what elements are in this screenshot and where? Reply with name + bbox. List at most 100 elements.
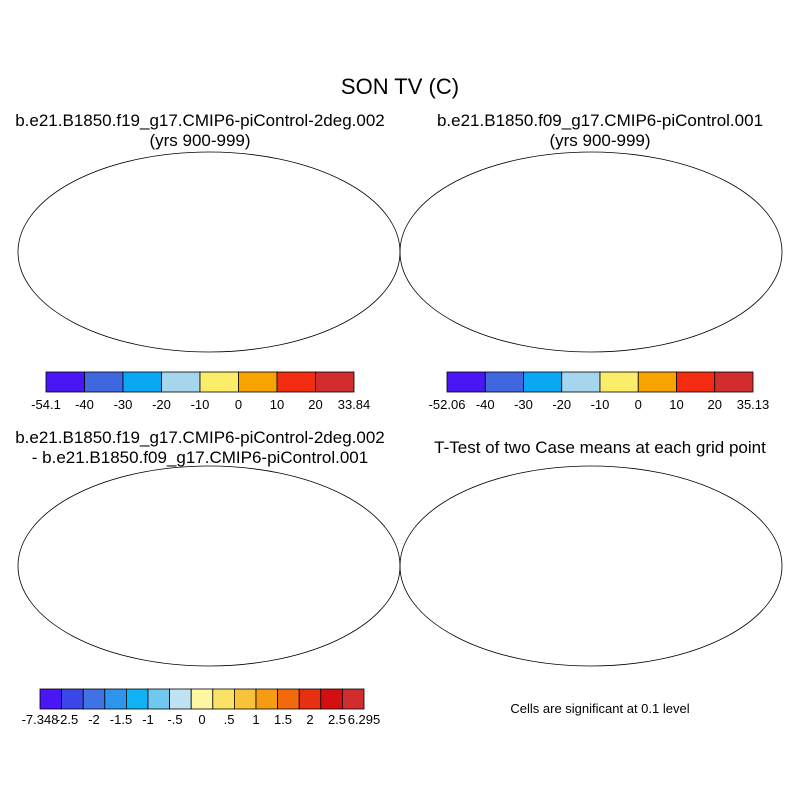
colorbar-label: 1 xyxy=(252,712,259,727)
temperature-band xyxy=(18,334,400,342)
colorbar-swatch xyxy=(190,688,214,710)
colorbar-swatch xyxy=(161,371,201,393)
temperature-band xyxy=(400,152,782,170)
globe-outline xyxy=(399,465,783,667)
colorbar-label: -40 xyxy=(476,397,495,412)
colorbar-label: -54.1 xyxy=(31,397,61,412)
colorbar-label: 2.5 xyxy=(328,712,346,727)
map-panel-difference xyxy=(17,465,401,667)
colorbar-swatch xyxy=(714,371,754,393)
colorbar-swatch xyxy=(446,371,486,393)
panel-title-line2: (yrs 900-999) xyxy=(149,130,251,150)
colorbar-swatch xyxy=(104,688,127,710)
colorbar-label: 2 xyxy=(306,712,313,727)
map-panel-ttest xyxy=(399,465,783,667)
colorbar-label: 20 xyxy=(708,397,722,412)
temperature-band xyxy=(400,170,782,184)
colorbar-swatch xyxy=(61,688,84,710)
colorbar-label: 0 xyxy=(235,397,242,412)
panel-title-case2: b.e21.B1850.f09_g17.CMIP6-piControl.001 … xyxy=(400,111,800,150)
colorbar-swatch xyxy=(82,688,106,710)
temperature-band xyxy=(18,342,400,352)
panel-title-difference: b.e21.B1850.f19_g17.CMIP6-piControl-2deg… xyxy=(0,428,400,467)
colorbar-label: 33.84 xyxy=(338,397,371,412)
colorbar-label: 20 xyxy=(308,397,322,412)
colorbar-swatch xyxy=(238,371,278,393)
colorbar-label: -20 xyxy=(152,397,171,412)
colorbar-label: -10 xyxy=(591,397,610,412)
colorbar-swatch xyxy=(599,371,639,393)
colorbar-swatch xyxy=(169,688,192,710)
colorbar-swatch xyxy=(84,371,124,393)
globe-outline xyxy=(17,465,401,667)
colorbar-difference: -7.348-2.5 -2 -1.5 -1 -.5 0 .5 1 1.5 2 2.5 6.295 xyxy=(22,688,381,727)
colorbar-swatch xyxy=(126,688,149,710)
colorbar-swatch xyxy=(233,688,257,710)
map-panels xyxy=(17,151,783,667)
colorbar-swatch xyxy=(523,371,563,393)
figure-title: SON TV (C) xyxy=(340,74,460,99)
temperature-band xyxy=(18,210,400,334)
panel-title-case1: b.e21.B1850.f19_g17.CMIP6-piControl-2deg… xyxy=(0,111,400,150)
colorbar-swatch xyxy=(561,371,601,393)
colorbar-case2: -52.06 -40 -30 -20 -10 0 10 20 35.13 xyxy=(429,371,770,412)
colorbar-swatch xyxy=(122,371,162,393)
globe-outline xyxy=(17,151,401,353)
temperature-band xyxy=(400,184,782,196)
colorbar-label: 0 xyxy=(635,397,642,412)
panel-title-line1: b.e21.B1850.f09_g17.CMIP6-piControl.001 xyxy=(436,111,764,130)
colorbar-label: -1 xyxy=(142,712,154,727)
colorbar-label: -.5 xyxy=(167,712,182,727)
colorbar-label: -1.5 xyxy=(110,712,132,727)
colorbar-swatch xyxy=(320,688,343,710)
colorbars: -54.1 -40 -30 -20 -10 0 10 20 33.84 -52.06 -40 -30-… xyxy=(22,371,770,727)
colorbar-label: -2 xyxy=(88,712,100,727)
colorbar-label: 10 xyxy=(270,397,284,412)
colorbar-swatch xyxy=(341,688,365,710)
colorbar-label: 1.5 xyxy=(274,712,292,727)
colorbar-label: -30 xyxy=(114,397,133,412)
colorbar-label: -2.5 xyxy=(56,712,78,727)
colorbar-swatch xyxy=(676,371,716,393)
colorbar-label: -40 xyxy=(75,397,94,412)
temperature-band xyxy=(18,196,400,210)
colorbar-swatch xyxy=(277,688,300,710)
colorbar-swatch xyxy=(45,371,85,393)
temperature-band xyxy=(400,196,782,210)
colorbar-swatch xyxy=(315,371,355,393)
temperature-band xyxy=(18,184,400,196)
colorbar-swatch xyxy=(147,688,171,710)
temperature-band xyxy=(400,334,782,342)
colorbar-label: 0 xyxy=(198,712,205,727)
panel-title-ttest: T-Test of two Case means at each grid po… xyxy=(400,438,800,458)
colorbar-label: -52.06 xyxy=(429,397,466,412)
panel-title-line2: - b.e21.B1850.f09_g17.CMIP6-piControl.00… xyxy=(31,447,369,467)
significance-note: Cells are significant at 0.1 level xyxy=(510,701,690,716)
colorbar-label: .5 xyxy=(224,712,235,727)
panel-title-line1: T-Test of two Case means at each grid po… xyxy=(434,438,766,457)
colorbar-swatch xyxy=(298,688,322,710)
colorbar-swatch xyxy=(199,371,239,393)
temperature-band xyxy=(400,342,782,352)
panel-title-line1: b.e21.B1850.f19_g17.CMIP6-piControl-2deg… xyxy=(15,428,385,447)
colorbar-label: -10 xyxy=(191,397,210,412)
colorbar-swatch xyxy=(212,688,235,710)
colorbar-label: 10 xyxy=(669,397,683,412)
panel-title-line2: (yrs 900-999) xyxy=(549,130,651,150)
globe-outline xyxy=(399,151,783,353)
map-panel-case2 xyxy=(399,151,783,353)
colorbar-label: -20 xyxy=(552,397,571,412)
colorbar-swatch xyxy=(484,371,524,393)
map-panel-case1 xyxy=(17,151,401,353)
temperature-band xyxy=(400,210,782,334)
temperature-band xyxy=(18,152,400,170)
colorbar-swatch xyxy=(276,371,316,393)
colorbar-label: 35.13 xyxy=(737,397,770,412)
colorbar-case1: -54.1 -40 -30 -20 -10 0 10 20 33.84 xyxy=(31,371,371,412)
colorbar-label: 6.295 xyxy=(348,712,381,727)
colorbar-swatch xyxy=(255,688,279,710)
panel-title-line1: b.e21.B1850.f19_g17.CMIP6-piControl-2deg… xyxy=(15,111,385,130)
colorbar-label: -7.348 xyxy=(22,712,59,727)
colorbar-label: -30 xyxy=(514,397,533,412)
